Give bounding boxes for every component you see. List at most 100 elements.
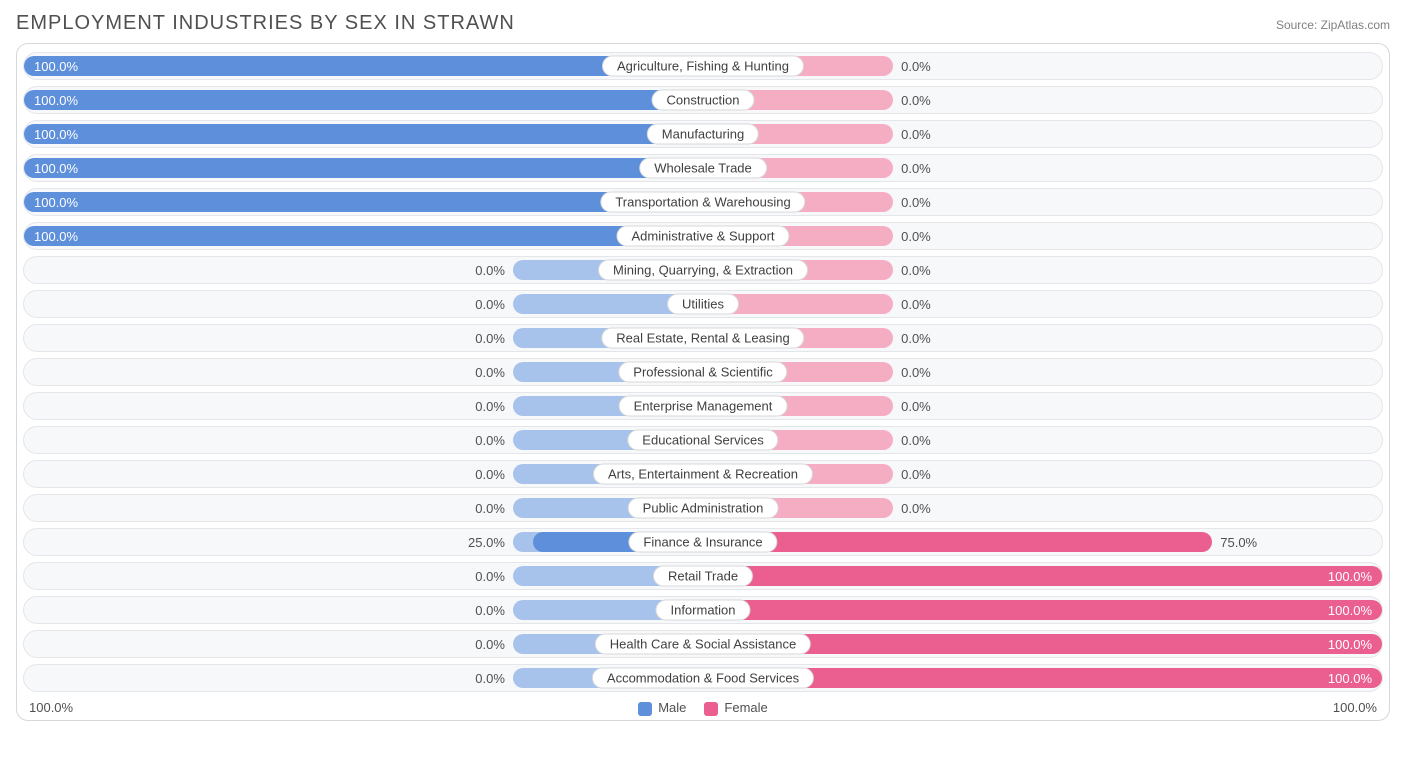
- female-half: 0.0%: [703, 393, 1382, 419]
- category-label: Real Estate, Rental & Leasing: [601, 328, 804, 349]
- chart-row: 100.0%0.0%Administrative & Support: [23, 222, 1383, 250]
- chart-row: 0.0%0.0%Professional & Scientific: [23, 358, 1383, 386]
- category-label: Construction: [652, 90, 755, 111]
- male-half: 0.0%: [24, 563, 703, 589]
- female-half: 0.0%: [703, 121, 1382, 147]
- legend-female: Female: [704, 700, 767, 716]
- male-pct-label: 0.0%: [475, 427, 513, 453]
- category-label: Mining, Quarrying, & Extraction: [598, 260, 808, 281]
- category-label: Utilities: [667, 294, 739, 315]
- male-half: 100.0%: [24, 121, 703, 147]
- legend-female-label: Female: [724, 700, 767, 715]
- chart-row: 100.0% 0.0% Transportation & Warehousing: [23, 188, 1383, 216]
- male-pct-label: 0.0%: [475, 325, 513, 351]
- male-pct-label: 100.0%: [24, 189, 78, 215]
- male-active-bar: [24, 124, 703, 144]
- source-name: ZipAtlas.com: [1321, 18, 1390, 32]
- category-label: Accommodation & Food Services: [592, 668, 814, 689]
- female-pct-label: 0.0%: [893, 393, 931, 419]
- chart-footer: 100.0% Male Female 100.0%: [23, 698, 1383, 716]
- category-label: Wholesale Trade: [639, 158, 767, 179]
- female-half: 100.0%: [703, 597, 1382, 623]
- male-swatch: [638, 702, 652, 716]
- female-pct-label: 100.0%: [1328, 665, 1382, 691]
- female-pct-label: 0.0%: [893, 359, 931, 385]
- male-pct-label: 0.0%: [475, 597, 513, 623]
- axis-left-label: 100.0%: [29, 700, 73, 715]
- chart-row: 0.0% 100.0% Information: [23, 596, 1383, 624]
- male-half: 100.0%: [24, 155, 703, 181]
- male-half: 100.0%: [24, 223, 703, 249]
- female-half: 0.0%: [703, 291, 1382, 317]
- legend-male: Male: [638, 700, 686, 716]
- female-pct-label: 0.0%: [893, 325, 931, 351]
- female-half: 0.0%: [703, 325, 1382, 351]
- female-half: 75.0%: [703, 529, 1382, 555]
- male-pct-label: 0.0%: [475, 665, 513, 691]
- chart-source: Source: ZipAtlas.com: [1276, 18, 1390, 32]
- male-pct-label: 0.0%: [475, 495, 513, 521]
- female-half: 0.0%: [703, 53, 1382, 79]
- female-swatch: [704, 702, 718, 716]
- female-half: 0.0%: [703, 495, 1382, 521]
- female-active-bar: [703, 532, 1212, 552]
- female-pct-label: 100.0%: [1328, 563, 1382, 589]
- female-half: 0.0%: [703, 87, 1382, 113]
- legend: Male Female: [638, 700, 768, 716]
- female-pct-label: 0.0%: [893, 461, 931, 487]
- female-pct-label: 75.0%: [1212, 529, 1257, 555]
- male-half: 0.0%: [24, 495, 703, 521]
- female-pct-label: 0.0%: [893, 257, 931, 283]
- chart-row: 0.0% 0.0% Enterprise Management: [23, 392, 1383, 420]
- female-pct-label: 0.0%: [893, 121, 931, 147]
- female-pct-label: 0.0%: [893, 87, 931, 113]
- female-pct-label: 0.0%: [893, 223, 931, 249]
- male-half: 0.0%: [24, 427, 703, 453]
- female-active-bar: [703, 566, 1382, 586]
- male-active-bar: [24, 226, 703, 246]
- female-active-bar: [703, 600, 1382, 620]
- category-label: Transportation & Warehousing: [600, 192, 805, 213]
- female-pct-label: 100.0%: [1328, 597, 1382, 623]
- chart-row: 100.0%0.0%Agriculture, Fishing & Hunting: [23, 52, 1383, 80]
- category-label: Enterprise Management: [619, 396, 788, 417]
- category-label: Finance & Insurance: [628, 532, 777, 553]
- source-prefix: Source:: [1276, 18, 1321, 32]
- male-pct-label: 0.0%: [475, 257, 513, 283]
- chart-row: 0.0% 100.0% Accommodation & Food Services: [23, 664, 1383, 692]
- chart-row: 0.0%0.0%Arts, Entertainment & Recreation: [23, 460, 1383, 488]
- male-half: 0.0%: [24, 359, 703, 385]
- legend-male-label: Male: [658, 700, 686, 715]
- chart-row: 0.0% 0.0% Educational Services: [23, 426, 1383, 454]
- chart-row: 0.0% 0.0% Real Estate, Rental & Leasing: [23, 324, 1383, 352]
- male-pct-label: 100.0%: [24, 223, 78, 249]
- male-half: 0.0%: [24, 597, 703, 623]
- male-pct-label: 100.0%: [24, 155, 78, 181]
- male-pct-label: 100.0%: [24, 53, 78, 79]
- chart-row: 100.0%0.0%Manufacturing: [23, 120, 1383, 148]
- axis-right-label: 100.0%: [1333, 700, 1377, 715]
- female-pct-label: 0.0%: [893, 495, 931, 521]
- category-label: Information: [655, 600, 750, 621]
- male-active-bar: [24, 90, 703, 110]
- female-half: 0.0%: [703, 223, 1382, 249]
- female-pct-label: 0.0%: [893, 189, 931, 215]
- category-label: Arts, Entertainment & Recreation: [593, 464, 813, 485]
- male-active-bar: [24, 158, 703, 178]
- female-pct-label: 0.0%: [893, 291, 931, 317]
- male-half: 100.0%: [24, 87, 703, 113]
- male-half: 25.0%: [24, 529, 703, 555]
- chart-row: 100.0% 0.0% Construction: [23, 86, 1383, 114]
- male-pct-label: 0.0%: [475, 291, 513, 317]
- male-pct-label: 0.0%: [475, 393, 513, 419]
- category-label: Educational Services: [627, 430, 778, 451]
- chart-row: 0.0% 0.0% Utilities: [23, 290, 1383, 318]
- male-half: 0.0%: [24, 291, 703, 317]
- female-pct-label: 0.0%: [893, 427, 931, 453]
- chart-header: EMPLOYMENT INDUSTRIES BY SEX IN STRAWN S…: [16, 12, 1390, 35]
- chart-row: 25.0% 75.0% Finance & Insurance: [23, 528, 1383, 556]
- diverging-bar-chart: 100.0%0.0%Agriculture, Fishing & Hunting…: [16, 43, 1390, 721]
- female-half: 0.0%: [703, 427, 1382, 453]
- female-pct-label: 100.0%: [1328, 631, 1382, 657]
- female-pct-label: 0.0%: [893, 53, 931, 79]
